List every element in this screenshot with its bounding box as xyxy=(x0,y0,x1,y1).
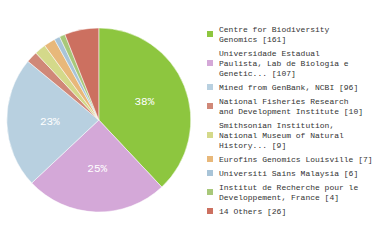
svg-text:National Museum of Natural: National Museum of Natural xyxy=(219,131,344,140)
svg-text:Universidade Estadual: Universidade Estadual xyxy=(219,49,320,58)
svg-text:National Fisheries Research: National Fisheries Research xyxy=(219,97,349,106)
svg-text:Paulista, Lab de Biologia e: Paulista, Lab de Biologia e xyxy=(219,59,349,68)
svg-text:Eurofins Genomics Louisville [: Eurofins Genomics Louisville [7] xyxy=(219,155,373,164)
svg-text:Institut de Recherche pour le: Institut de Recherche pour le xyxy=(219,183,358,192)
svg-text:Mined from GenBank, NCBI [96]: Mined from GenBank, NCBI [96] xyxy=(219,83,358,92)
svg-text:25%: 25% xyxy=(87,163,107,175)
svg-text:Smithsonian Institution,: Smithsonian Institution, xyxy=(219,121,334,130)
svg-text:38%: 38% xyxy=(134,96,154,108)
svg-text:23%: 23% xyxy=(40,116,60,128)
svg-text:Universiti Sains Malaysia [6]: Universiti Sains Malaysia [6] xyxy=(219,169,358,178)
svg-text:Centre for Biodiversity: Centre for Biodiversity xyxy=(219,25,330,34)
svg-text:and Development Institute [10]: and Development Institute [10] xyxy=(219,107,363,116)
svg-text:Genomics [161]: Genomics [161] xyxy=(219,35,286,44)
svg-text:History... [9]: History... [9] xyxy=(219,141,286,150)
svg-text:Genetic... [107]: Genetic... [107] xyxy=(219,69,296,78)
svg-text:14 Others [26]: 14 Others [26] xyxy=(219,207,286,216)
svg-text:Developpement, France [4]: Developpement, France [4] xyxy=(219,193,339,202)
